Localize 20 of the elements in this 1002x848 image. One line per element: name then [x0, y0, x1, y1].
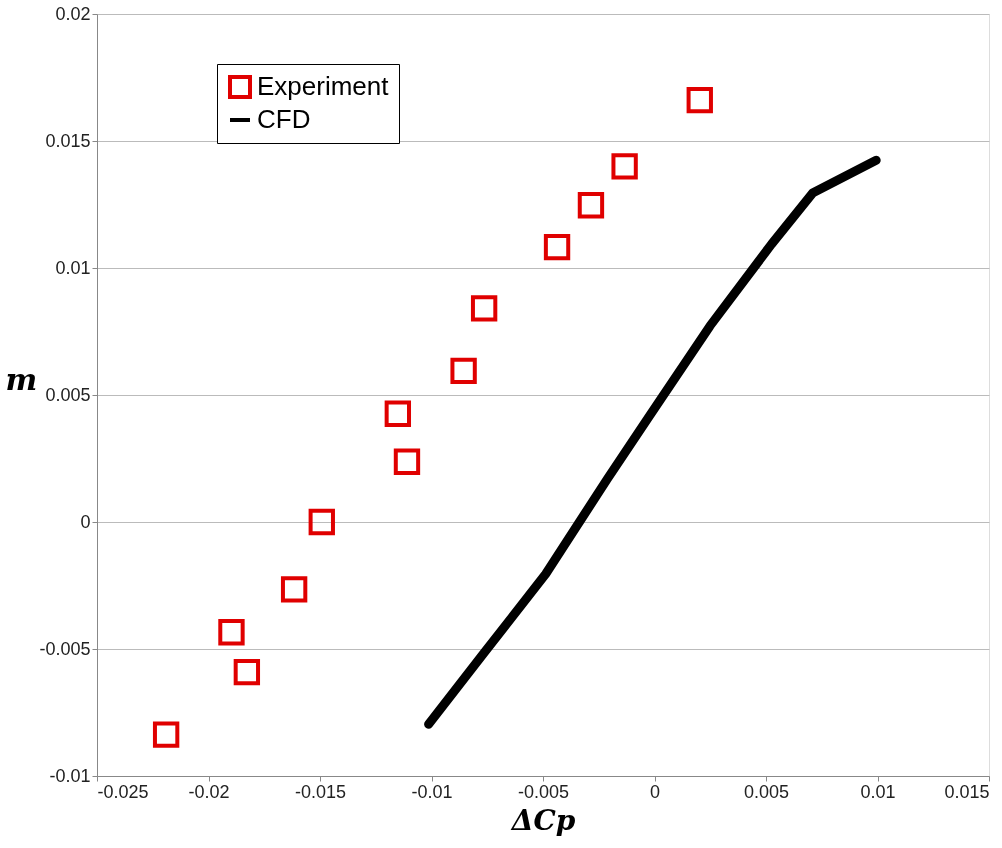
- y-tick-label: 0.01: [55, 257, 91, 278]
- x-tick-label: 0.01: [860, 781, 896, 802]
- x-tick-label: 0.015: [944, 781, 990, 802]
- x-tick-label: -0.025: [97, 781, 149, 802]
- y-tick-label: 0.015: [45, 130, 91, 151]
- x-tick-label: -0.015: [294, 781, 347, 802]
- y-tick-label: 0: [80, 511, 91, 532]
- x-tick-label: -0.01: [411, 781, 453, 802]
- legend-label: Experiment: [257, 71, 390, 101]
- x-axis-title: ΔCp: [509, 803, 576, 837]
- y-tick-label: 0.005: [45, 384, 91, 405]
- x-tick-label: -0.02: [188, 781, 230, 802]
- x-tick-label: 0: [649, 781, 661, 802]
- legend-label: CFD: [257, 104, 311, 134]
- y-tick-label: 0.02: [55, 3, 91, 24]
- x-tick-label: -0.005: [517, 781, 570, 802]
- y-axis-title: m: [5, 361, 38, 397]
- y-tick-label: -0.01: [49, 765, 91, 786]
- y-tick-label: -0.005: [39, 638, 91, 659]
- x-tick-label: 0.005: [743, 781, 790, 802]
